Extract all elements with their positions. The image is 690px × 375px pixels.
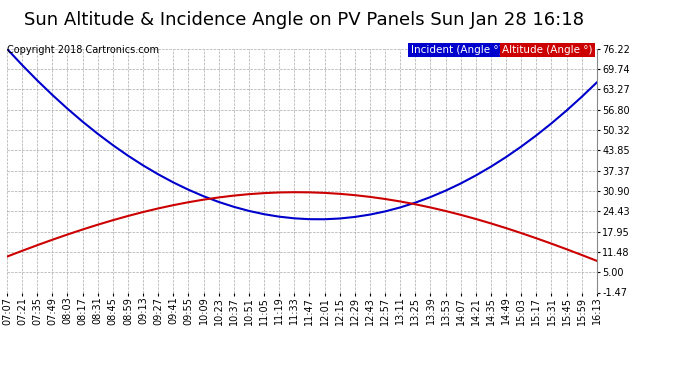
Text: Altitude (Angle °): Altitude (Angle °) — [502, 45, 593, 55]
Text: Sun Altitude & Incidence Angle on PV Panels Sun Jan 28 16:18: Sun Altitude & Incidence Angle on PV Pan… — [23, 11, 584, 29]
Text: Copyright 2018 Cartronics.com: Copyright 2018 Cartronics.com — [7, 45, 159, 55]
Text: Incident (Angle °): Incident (Angle °) — [411, 45, 502, 55]
